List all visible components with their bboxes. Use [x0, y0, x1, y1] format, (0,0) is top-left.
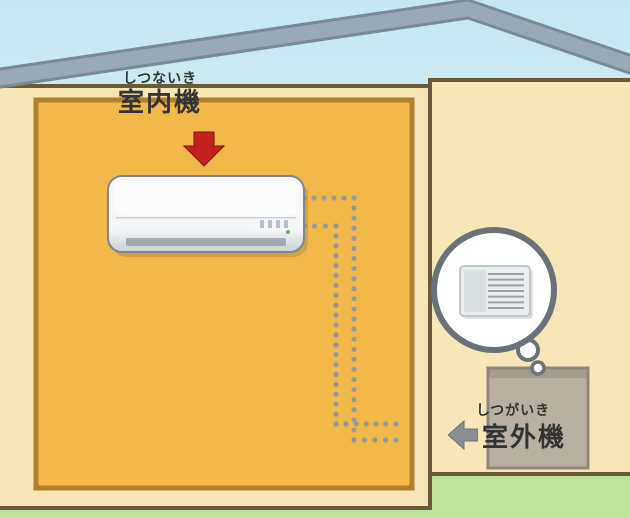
outdoor-furigana: しつがいき — [476, 400, 566, 420]
indoor-label-group: しつないき 室内機 — [118, 68, 202, 117]
outdoor-label-group: しつがいき 室外機 — [448, 400, 566, 455]
indoor-furigana: しつないき — [118, 68, 202, 88]
indoor-label: 室内機 — [118, 88, 202, 117]
arrow-left-icon — [448, 420, 478, 455]
outdoor-label: 室外機 — [482, 423, 566, 452]
